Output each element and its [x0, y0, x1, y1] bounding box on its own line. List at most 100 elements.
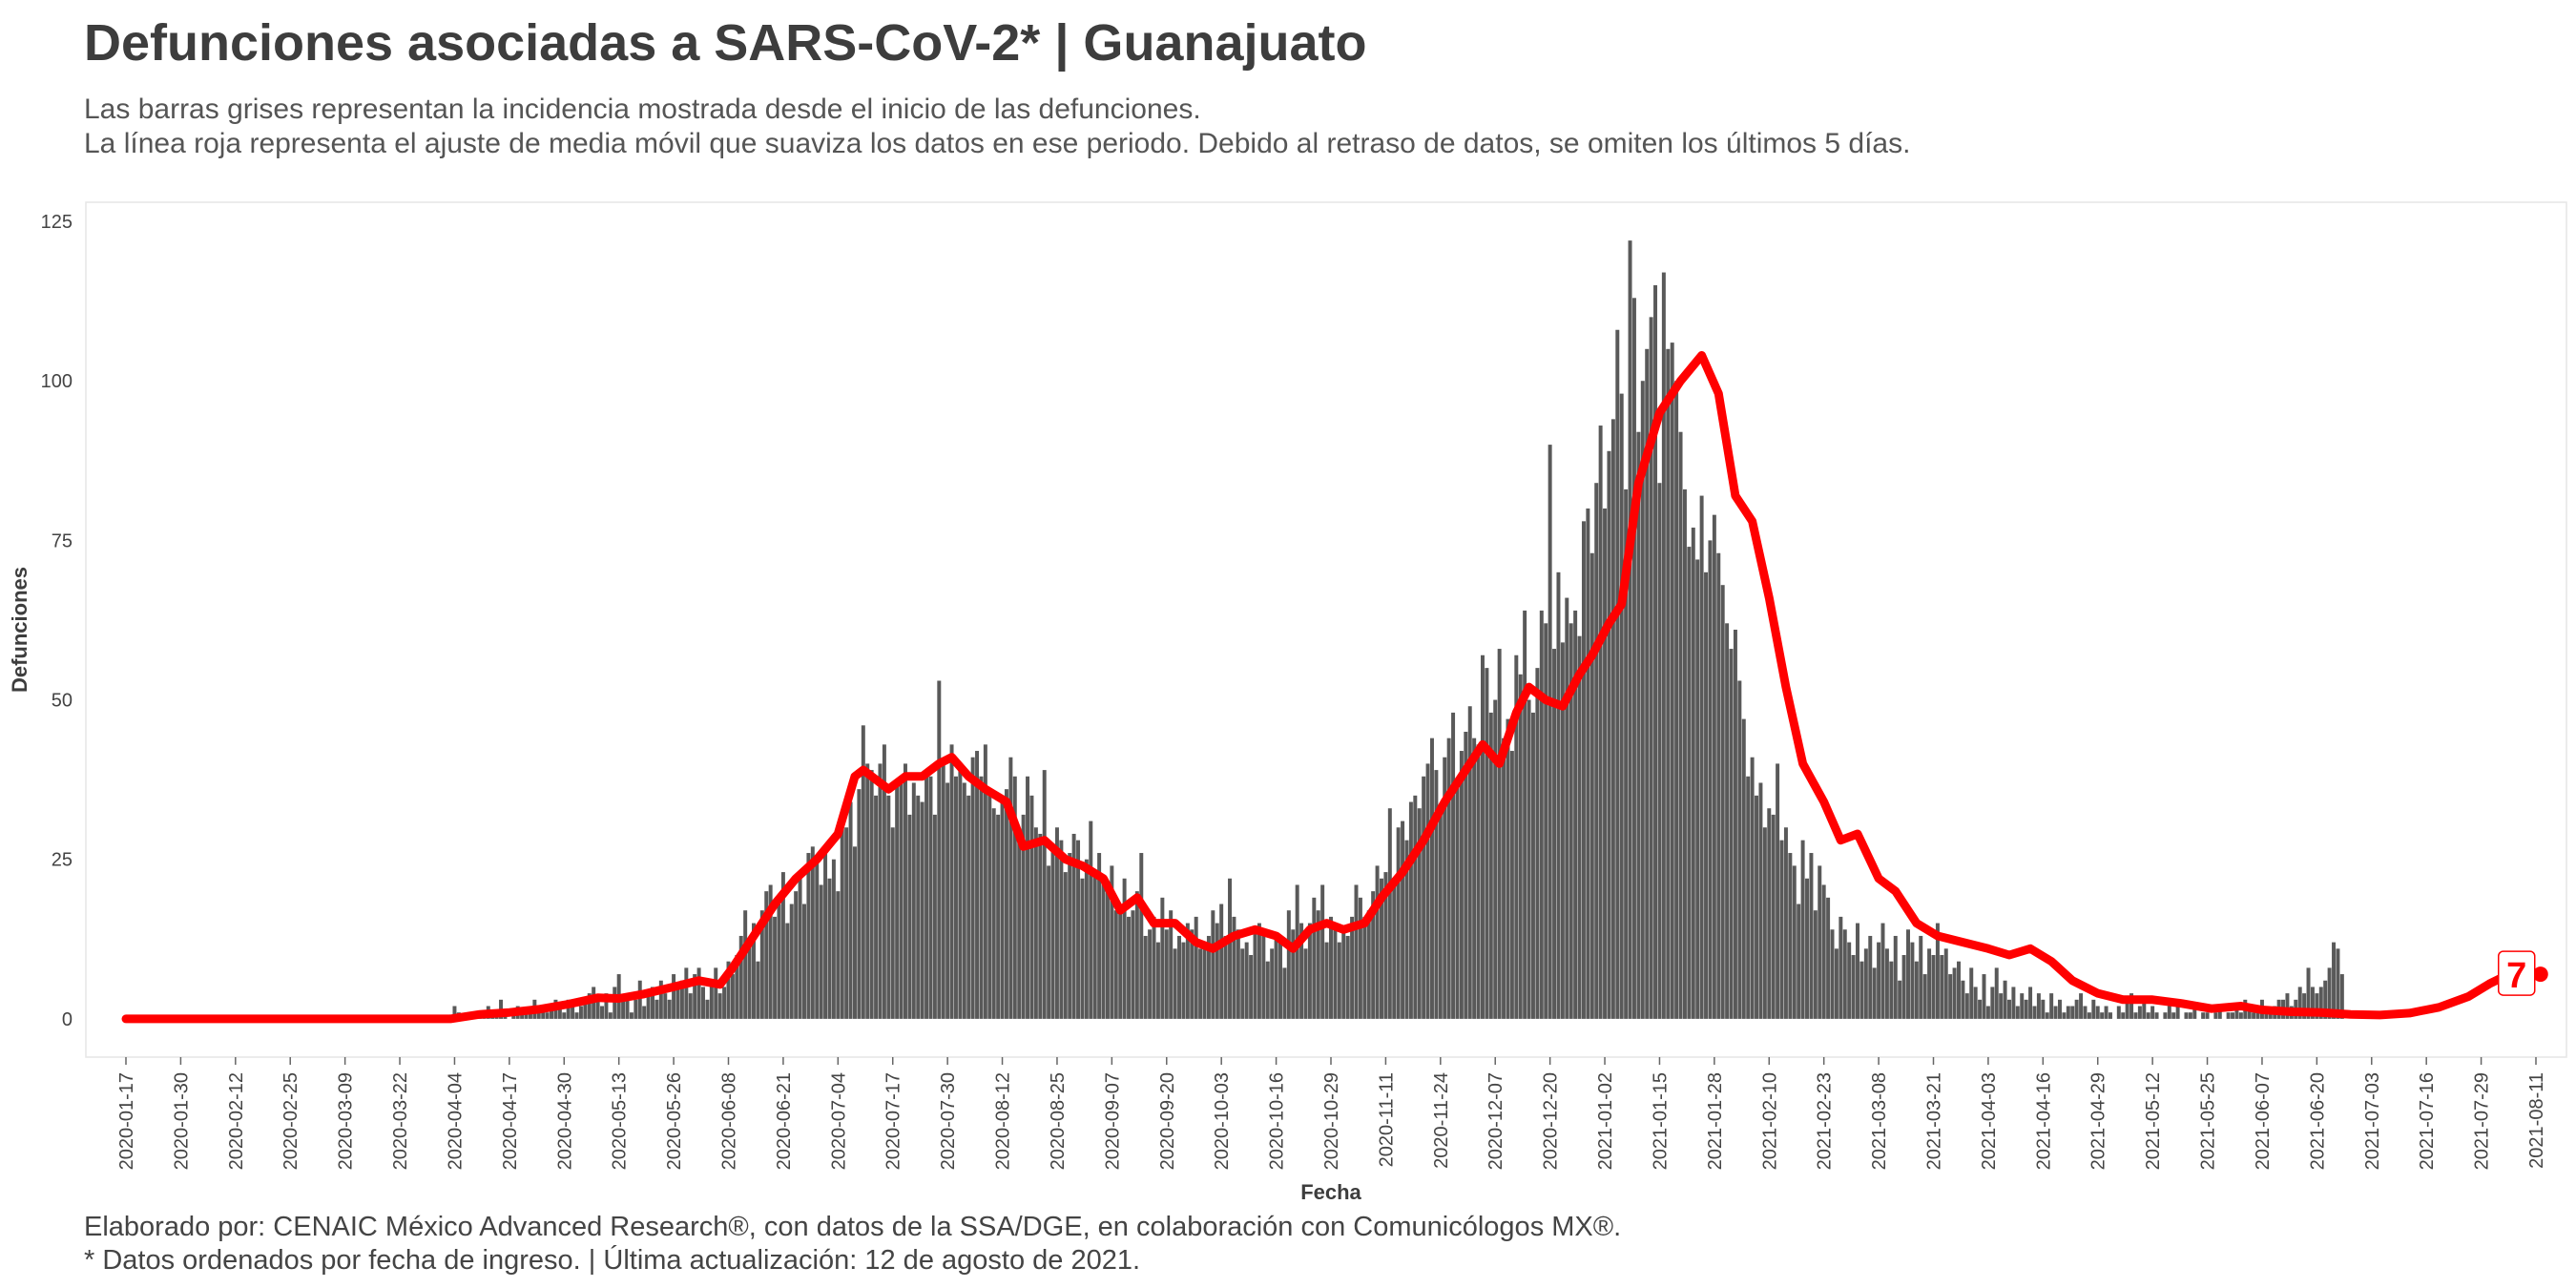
bar — [1173, 948, 1177, 1019]
bar — [899, 776, 904, 1019]
x-tick-label: 2020-01-30 — [171, 1072, 192, 1170]
bar — [1514, 654, 1519, 1019]
bar — [2332, 942, 2337, 1019]
bar — [658, 980, 663, 1019]
bar — [1716, 552, 1721, 1019]
bar — [1544, 623, 1548, 1019]
bar — [1733, 630, 1737, 1019]
bar — [1884, 948, 1889, 1019]
bar — [1008, 757, 1013, 1019]
bar — [1253, 929, 1257, 1019]
bar — [2121, 1012, 2126, 1019]
bar — [861, 725, 865, 1019]
bar — [1047, 865, 1051, 1019]
bar — [654, 999, 659, 1019]
bar — [2226, 1012, 2231, 1019]
bar — [1746, 776, 1751, 1019]
x-axis: 2020-01-17 2020-01-30 2020-02-12 2020-02-25… — [116, 1057, 2547, 1170]
bar — [1404, 840, 1409, 1019]
bar — [1198, 948, 1203, 1019]
bar — [1295, 884, 1299, 1019]
bar — [958, 763, 963, 1019]
bar — [1615, 329, 1620, 1019]
bar — [1935, 923, 1940, 1019]
last-value-annotation: 7 — [2498, 950, 2548, 996]
bar — [1152, 916, 1156, 1019]
bar — [1493, 699, 1498, 1019]
bar — [987, 789, 992, 1019]
x-tick-label: 2020-03-22 — [390, 1072, 411, 1170]
bar — [1729, 649, 1734, 1019]
bar — [452, 1006, 457, 1019]
x-tick-label: 2020-08-25 — [1048, 1072, 1069, 1170]
bar — [1219, 904, 1224, 1019]
bar — [2302, 993, 2307, 1019]
bar — [1530, 712, 1535, 1019]
x-tick-label: 2020-11-11 — [1376, 1072, 1397, 1167]
bar — [2175, 1006, 2180, 1019]
bar — [815, 859, 820, 1019]
bar — [1134, 891, 1139, 1019]
bar — [1004, 789, 1008, 1019]
bar — [1699, 495, 1704, 1019]
bar — [1670, 343, 1674, 1019]
x-tick-label: 2021-01-02 — [1595, 1072, 1616, 1170]
bar — [743, 910, 748, 1019]
bar — [836, 891, 841, 1019]
bar — [1931, 955, 1936, 1019]
bar — [550, 1006, 554, 1019]
bar — [798, 872, 802, 1019]
bar — [2104, 1006, 2109, 1019]
bar — [1063, 872, 1068, 1019]
bar — [1914, 961, 1919, 1019]
bar — [1628, 240, 1632, 1019]
bar — [705, 999, 710, 1019]
bar — [2003, 980, 2007, 1019]
bar — [2142, 999, 2147, 1019]
bar — [571, 1006, 575, 1019]
x-tick-label: 2021-02-10 — [1759, 1072, 1780, 1170]
bar — [1927, 948, 1932, 1019]
bar — [1366, 910, 1371, 1019]
bar — [1851, 955, 1856, 1019]
bar — [1919, 935, 1923, 1019]
bar — [1952, 967, 1957, 1019]
bar — [2146, 1012, 2150, 1019]
bar — [1821, 884, 1826, 1019]
bar — [717, 993, 722, 1019]
bar — [600, 1006, 604, 1019]
bar — [1408, 801, 1413, 1019]
bar — [2095, 1006, 2100, 1019]
bar — [2125, 999, 2129, 1019]
bar — [1523, 610, 1527, 1019]
bar — [1877, 942, 1881, 1019]
bar — [1029, 795, 1034, 1019]
bar — [637, 980, 642, 1019]
bar — [865, 763, 870, 1019]
bar — [1847, 942, 1852, 1019]
x-tick-label: 2021-07-03 — [2362, 1072, 2383, 1170]
bar — [583, 999, 588, 1019]
bar — [557, 1006, 562, 1019]
bar — [1762, 827, 1767, 1019]
bar — [2310, 987, 2315, 1019]
bar — [714, 967, 718, 1019]
bar — [1581, 521, 1586, 1019]
bar — [1708, 540, 1713, 1019]
bar — [1110, 865, 1114, 1019]
annotation-box — [2498, 950, 2536, 996]
bar — [701, 987, 705, 1019]
x-tick-label: 2021-05-25 — [2198, 1072, 2219, 1170]
bar — [2062, 1012, 2067, 1019]
bar — [928, 776, 933, 1019]
bar — [1565, 597, 1569, 1019]
y-axis-label: Defunciones — [8, 567, 31, 693]
x-tick-label: 2020-05-26 — [664, 1072, 685, 1170]
bar — [1472, 737, 1477, 1019]
bar — [578, 1006, 583, 1019]
bar — [1985, 1006, 1990, 1019]
bar — [2087, 1012, 2091, 1019]
plot-panel — [85, 201, 2567, 1058]
bar — [2171, 1012, 2176, 1019]
bar — [1624, 488, 1629, 1019]
